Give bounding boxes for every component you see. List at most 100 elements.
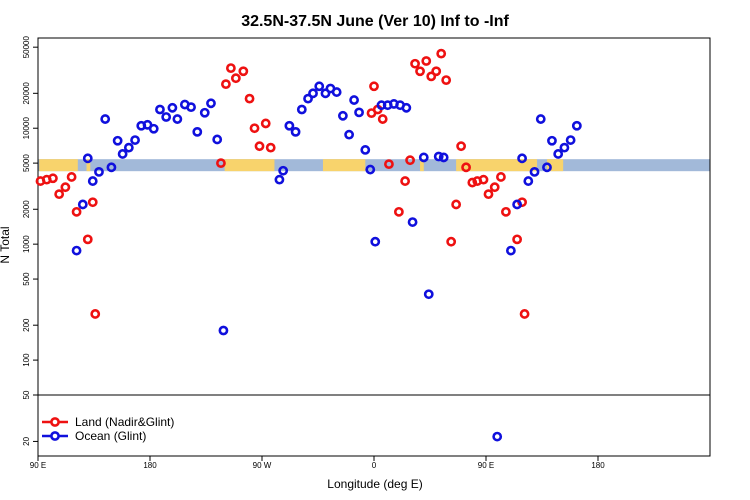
data-point: [400, 176, 411, 186]
data-point: [94, 166, 104, 177]
data-point: [308, 88, 318, 99]
data-point: [161, 112, 172, 122]
data-point: [100, 114, 111, 124]
plot-frame: [37, 37, 711, 457]
band-ocean: [38, 159, 710, 172]
data-point: [483, 189, 494, 200]
data-point: [467, 177, 478, 188]
data-point: [542, 162, 552, 173]
data-point: [393, 206, 404, 217]
data-point: [501, 206, 511, 217]
data-point: [415, 66, 425, 77]
data-point: [446, 236, 457, 247]
data-point: [519, 309, 530, 319]
data-point: [155, 104, 165, 115]
data-point: [238, 66, 249, 77]
data-point: [496, 172, 506, 182]
y-tick-label: 50000: [22, 36, 31, 59]
data-point: [492, 431, 503, 442]
data-point: [559, 142, 570, 153]
data-point: [407, 217, 418, 227]
data-point: [77, 199, 88, 210]
data-point: [331, 87, 342, 97]
data-point: [112, 135, 123, 146]
data-point: [365, 164, 376, 175]
data-point: [418, 152, 429, 163]
band-land-segment: [322, 159, 366, 172]
data-point: [438, 152, 449, 163]
data-point: [278, 165, 289, 176]
data-point: [87, 197, 98, 208]
data-point: [553, 149, 564, 159]
data-point: [360, 145, 371, 155]
data-point: [244, 93, 255, 104]
data-point: [221, 79, 231, 90]
data-point: [296, 104, 307, 115]
data-point: [90, 309, 101, 319]
data-point: [206, 98, 216, 109]
x-tick-label: 90 W: [253, 461, 272, 470]
data-point: [216, 158, 226, 169]
x-tick-label: 180: [143, 461, 157, 470]
data-point: [384, 159, 394, 170]
data-point: [82, 153, 93, 164]
data-point: [106, 162, 117, 173]
series-ocean: [71, 81, 582, 442]
y-tick-label: 50: [22, 390, 31, 399]
data-point: [370, 236, 381, 247]
data-point: [377, 114, 388, 124]
data-point: [478, 174, 489, 185]
y-tick-label: 500: [22, 272, 31, 286]
data-point: [451, 199, 462, 210]
data-point: [230, 73, 241, 84]
y-tick-label: 100: [22, 353, 31, 367]
data-point: [54, 189, 65, 200]
y-tick-label: 20000: [22, 82, 31, 105]
series-land: [35, 48, 530, 319]
data-point: [433, 151, 444, 162]
data-point: [82, 234, 93, 245]
x-axis: 90 E 180 90 W 0 90 E 180: [30, 456, 605, 470]
data-point: [547, 135, 557, 146]
data-point: [517, 153, 527, 164]
data-point: [87, 176, 98, 186]
data-point: [431, 66, 442, 77]
data-point: [344, 129, 355, 140]
data-point: [284, 120, 295, 131]
data-point: [565, 135, 576, 145]
data-point: [225, 63, 236, 74]
data-point: [349, 95, 359, 105]
band-land-segment: [86, 159, 91, 172]
legend: Land (Nadir&Glint)Ocean (Glint): [42, 415, 174, 443]
data-point: [60, 182, 71, 193]
legend-marker: [50, 431, 60, 441]
data-point: [421, 56, 432, 66]
band-land-segment: [39, 159, 78, 172]
data-point: [354, 107, 364, 118]
x-axis-label: Longitude (deg E): [327, 477, 422, 491]
data-point: [117, 149, 128, 159]
data-point: [192, 126, 203, 137]
y-axis-label: N Total: [0, 226, 12, 263]
data-point: [66, 172, 77, 182]
data-point: [199, 107, 210, 118]
data-point: [303, 93, 313, 104]
data-point: [71, 206, 82, 217]
data-point: [456, 141, 467, 152]
legend-label: Ocean (Glint): [75, 429, 146, 443]
data-point: [148, 123, 159, 134]
data-point: [489, 182, 500, 193]
chart-title: 32.5N-37.5N June (Ver 10) Inf to -Inf: [241, 13, 509, 30]
data-point: [523, 176, 534, 186]
data-point: [249, 123, 260, 134]
band-land-segment: [456, 159, 538, 172]
y-tick-label: 1000: [22, 235, 31, 253]
y-axis: 50000 20000 10000 5000 2000 1000 500 200 100 50 20: [22, 36, 38, 446]
data-point: [505, 245, 516, 256]
x-tick-label: 180: [591, 461, 605, 470]
data-point: [218, 325, 229, 336]
data-points: [35, 48, 582, 442]
data-point: [423, 289, 434, 300]
data-point: [260, 118, 271, 129]
